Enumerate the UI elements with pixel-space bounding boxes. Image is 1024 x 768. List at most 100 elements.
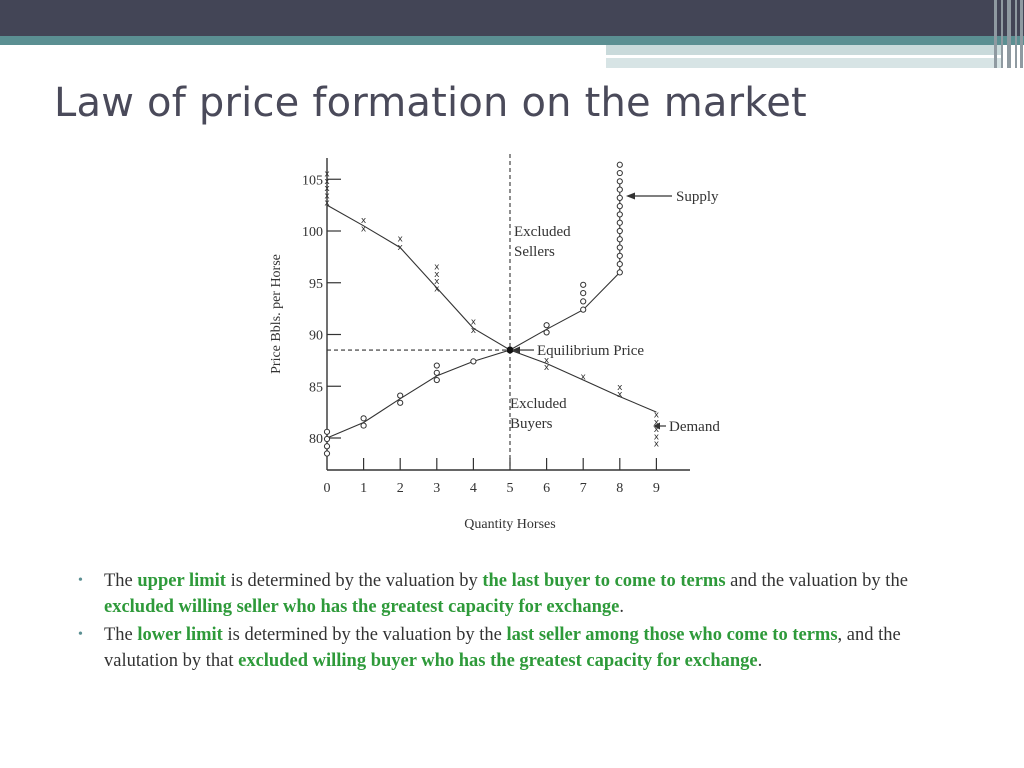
demand-point: x: [617, 390, 623, 400]
bullet-highlight-text: the last buyer to come to terms: [482, 571, 726, 591]
supply-point: [323, 428, 331, 435]
y-tick-label: 80: [309, 432, 323, 447]
bullet-highlight-text: last seller among those who come to term…: [506, 625, 838, 645]
demand-point: x: [324, 199, 330, 209]
supply-point: [397, 392, 404, 399]
supply-point: [616, 219, 623, 226]
demand-point: x: [654, 432, 660, 442]
x-tick-label: 7: [580, 481, 587, 496]
bullet-item: • The lower limit is determined by the va…: [78, 622, 958, 674]
supply-point: [543, 329, 550, 336]
bullet-dot-icon: •: [78, 627, 83, 642]
y-tick-label: 105: [302, 173, 323, 188]
slide-title: Law of price formation on the market: [54, 80, 807, 126]
supply-point: [470, 358, 477, 365]
demand-point: x: [434, 270, 440, 280]
x-tick-label: 3: [433, 481, 440, 496]
equilibrium-arrow-head: [512, 346, 520, 354]
supply-point: [616, 261, 623, 268]
demand-point: x: [324, 170, 330, 180]
bullet-highlight-text: lower limit: [137, 625, 223, 645]
supply-point: [397, 399, 404, 406]
header-light-stripe-2: [606, 58, 1001, 68]
y-tick-label: 90: [309, 329, 323, 344]
supply-point: [616, 186, 623, 193]
header-bar: [0, 0, 1024, 36]
supply-line: [326, 179, 621, 439]
supply-label: Supply: [676, 189, 719, 205]
supply-point: [323, 435, 331, 443]
demand-point: x: [361, 224, 367, 234]
bullet-text: is determined by the valuation by: [225, 571, 483, 591]
supply-point: [616, 211, 623, 218]
header-vertical-line: [1007, 0, 1011, 68]
demand-point: x: [471, 326, 477, 336]
x-tick-label: 8: [616, 481, 623, 496]
supply-arrow-head: [626, 192, 635, 200]
bullet-list: • The upper limit is determined by the va…: [78, 568, 958, 676]
bullet-text: and the valuation by the: [725, 571, 908, 591]
supply-point: [323, 450, 331, 457]
equilibrium-price-label: Equilibrium Price: [537, 343, 644, 359]
demand-label: Demand: [669, 419, 720, 435]
supply-point: [580, 298, 587, 305]
excluded-buyers-label: Excluded: [510, 396, 567, 412]
excluded-sellers-label: Sellers: [514, 244, 555, 260]
bullet-dot-icon: •: [78, 573, 83, 588]
demand-point: x: [434, 263, 440, 273]
supply-point: [433, 369, 440, 376]
demand-point: x: [324, 191, 330, 201]
bullet-item: • The upper limit is determined by the va…: [78, 568, 958, 620]
excluded-sellers-label: Excluded: [514, 224, 571, 240]
demand-point: x: [654, 440, 660, 450]
bullet-highlight-text: excluded willing buyer who has the great…: [238, 651, 758, 671]
x-tick-label: 6: [543, 481, 550, 496]
supply-point: [580, 306, 587, 313]
y-axis-label: Price Bbls. per Horse: [269, 254, 284, 374]
demand-point: x: [544, 363, 550, 373]
demand-point: x: [324, 184, 330, 194]
x-tick-label: 0: [324, 481, 331, 496]
bullet-highlight-text: upper limit: [137, 571, 226, 591]
demand-point: x: [471, 318, 477, 328]
demand-point: x: [654, 418, 660, 428]
demand-point: x: [654, 411, 660, 421]
supply-point: [616, 269, 623, 276]
bullet-text: is determined by the valuation by the: [222, 625, 507, 645]
x-tick-label: 9: [653, 481, 660, 496]
demand-point: x: [434, 284, 440, 294]
supply-point: [433, 376, 440, 384]
header-white-rule: [606, 55, 946, 58]
supply-point: [543, 322, 550, 329]
bullet-text: The: [104, 571, 138, 591]
demand-point: x: [434, 277, 440, 287]
supply-point: [616, 203, 623, 210]
demand-point: x: [581, 372, 587, 382]
y-tick-label: 100: [302, 225, 323, 240]
demand-point: x: [654, 425, 660, 435]
equilibrium-point: [506, 346, 514, 354]
supply-point: [580, 281, 587, 288]
supply-point: [580, 290, 587, 297]
demand-point: x: [398, 243, 404, 253]
x-tick-label: 1: [360, 481, 367, 496]
header-vertical-line: [994, 0, 997, 68]
header-light-stripe: [606, 45, 1001, 55]
y-tick-label: 95: [309, 277, 323, 292]
demand-arrow-head: [653, 422, 660, 430]
bullet-text: .: [757, 651, 763, 671]
supply-demand-chart: 80 85 90 95 100 105 0 1 2 3 4 5 6 7 8 9 Quantity Horses P…: [269, 154, 720, 532]
supply-point: [616, 227, 623, 235]
supply-point: [323, 443, 331, 450]
bullet-text: .: [619, 597, 625, 617]
demand-point: x: [324, 177, 330, 187]
supply-point: [616, 169, 623, 177]
x-tick-label: 4: [470, 481, 477, 496]
header-vertical-line: [1015, 0, 1017, 68]
supply-point: [360, 415, 367, 422]
supply-point: [360, 422, 367, 429]
x-axis-label: Quantity Horses: [464, 517, 555, 532]
header-vertical-line: [1001, 0, 1003, 68]
header-vertical-line: [1020, 0, 1023, 68]
demand-point: x: [544, 356, 550, 366]
